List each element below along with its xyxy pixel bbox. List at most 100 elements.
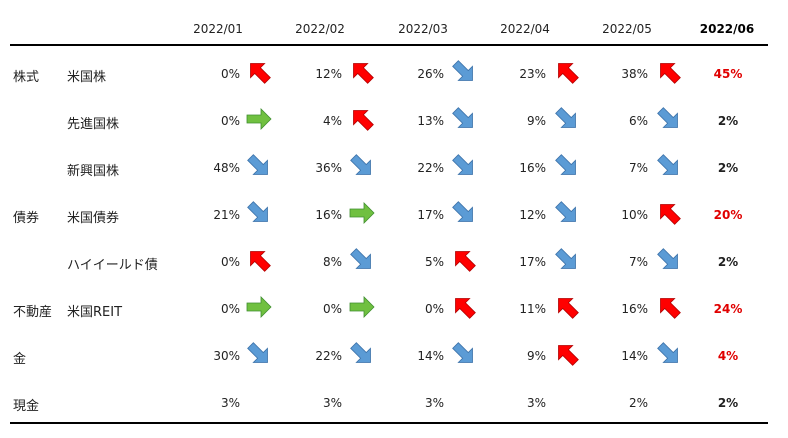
trend-down-arrow-icon — [246, 200, 272, 226]
allocation-value: 9% — [526, 114, 546, 128]
allocation-value: 7% — [628, 161, 648, 175]
allocation-value: 16% — [315, 208, 342, 222]
trend-down-arrow-icon — [554, 106, 580, 132]
trend-down-arrow-icon — [349, 153, 375, 179]
allocation-value: 48% — [213, 161, 240, 175]
trend-down-arrow-icon — [349, 341, 375, 367]
trend-up-arrow-icon — [656, 200, 682, 226]
trend-down-arrow-icon — [349, 247, 375, 273]
header-month: 2022/01 — [193, 22, 243, 36]
trend-up-arrow-icon — [656, 294, 682, 320]
asset-name: 米国REIT — [67, 305, 123, 320]
allocation-value: 3% — [322, 396, 342, 410]
allocation-value: 0% — [220, 114, 240, 128]
header-month: 2022/02 — [295, 22, 345, 36]
trend-down-arrow-icon — [246, 153, 272, 179]
allocation-value: 16% — [621, 302, 648, 316]
allocation-value: 22% — [417, 161, 444, 175]
latest-allocation-value: 2% — [717, 396, 739, 410]
allocation-value: 0% — [322, 302, 342, 316]
trend-down-arrow-icon — [554, 247, 580, 273]
allocation-value: 0% — [424, 302, 444, 316]
allocation-value: 4% — [322, 114, 342, 128]
allocation-value: 12% — [315, 67, 342, 81]
trend-down-arrow-icon — [554, 200, 580, 226]
header-month: 2022/03 — [398, 22, 448, 36]
trend-down-arrow-icon — [246, 341, 272, 367]
top-rule — [10, 44, 768, 46]
allocation-value: 3% — [220, 396, 240, 410]
latest-allocation-value: 2% — [717, 161, 739, 175]
allocation-value: 0% — [220, 255, 240, 269]
asset-category: 不動産 — [13, 305, 53, 320]
asset-category: 債券 — [13, 211, 40, 226]
asset-name: 米国株 — [67, 70, 107, 85]
header-month: 2022/04 — [500, 22, 550, 36]
asset-category: 現金 — [13, 399, 40, 414]
latest-allocation-value: 2% — [717, 114, 739, 128]
trend-up-arrow-icon — [656, 59, 682, 85]
allocation-value: 0% — [220, 302, 240, 316]
asset-name: 米国債券 — [67, 211, 120, 226]
header-month: 2022/05 — [602, 22, 652, 36]
asset-name: ハイイールド債 — [67, 258, 158, 273]
trend-up-arrow-icon — [246, 247, 272, 273]
latest-allocation-value: 45% — [713, 67, 743, 81]
allocation-value: 38% — [621, 67, 648, 81]
trend-up-arrow-icon — [451, 294, 477, 320]
trend-down-arrow-icon — [451, 200, 477, 226]
allocation-value: 26% — [417, 67, 444, 81]
asset-name: 先進国株 — [67, 117, 120, 132]
asset-category: 金 — [13, 352, 27, 367]
allocation-value: 17% — [519, 255, 546, 269]
latest-allocation-value: 2% — [717, 255, 739, 269]
trend-down-arrow-icon — [451, 106, 477, 132]
trend-down-arrow-icon — [656, 247, 682, 273]
allocation-value: 36% — [315, 161, 342, 175]
trend-flat-arrow-icon — [349, 294, 375, 320]
allocation-value: 6% — [628, 114, 648, 128]
latest-allocation-value: 4% — [717, 349, 739, 363]
trend-up-arrow-icon — [246, 59, 272, 85]
bottom-rule — [10, 422, 768, 424]
trend-down-arrow-icon — [656, 341, 682, 367]
trend-down-arrow-icon — [656, 106, 682, 132]
allocation-value: 21% — [213, 208, 240, 222]
allocation-value: 5% — [424, 255, 444, 269]
allocation-value: 13% — [417, 114, 444, 128]
latest-allocation-value: 20% — [713, 208, 743, 222]
allocation-value: 30% — [213, 349, 240, 363]
allocation-value: 11% — [519, 302, 546, 316]
trend-up-arrow-icon — [554, 59, 580, 85]
trend-flat-arrow-icon — [349, 200, 375, 226]
trend-up-arrow-icon — [349, 106, 375, 132]
allocation-table: 2022/01 2022/02 2022/03 2022/04 2022/05 2022/… — [10, 14, 768, 424]
latest-allocation-value: 24% — [713, 302, 743, 316]
header-month: 2022/06 — [699, 22, 755, 36]
allocation-value: 16% — [519, 161, 546, 175]
trend-down-arrow-icon — [656, 153, 682, 179]
allocation-value: 12% — [519, 208, 546, 222]
trend-up-arrow-icon — [554, 294, 580, 320]
allocation-value: 8% — [322, 255, 342, 269]
trend-flat-arrow-icon — [246, 294, 272, 320]
allocation-value: 22% — [315, 349, 342, 363]
trend-down-arrow-icon — [451, 59, 477, 85]
allocation-value: 23% — [519, 67, 546, 81]
allocation-value: 3% — [424, 396, 444, 410]
allocation-value: 2% — [628, 396, 648, 410]
allocation-value: 17% — [417, 208, 444, 222]
asset-name: 新興国株 — [67, 164, 120, 179]
trend-up-arrow-icon — [349, 59, 375, 85]
allocation-value: 14% — [621, 349, 648, 363]
allocation-value: 9% — [526, 349, 546, 363]
allocation-value: 7% — [628, 255, 648, 269]
trend-down-arrow-icon — [451, 153, 477, 179]
allocation-value: 3% — [526, 396, 546, 410]
allocation-value: 0% — [220, 67, 240, 81]
allocation-value: 14% — [417, 349, 444, 363]
trend-up-arrow-icon — [554, 341, 580, 367]
trend-down-arrow-icon — [554, 153, 580, 179]
trend-flat-arrow-icon — [246, 106, 272, 132]
trend-down-arrow-icon — [451, 341, 477, 367]
